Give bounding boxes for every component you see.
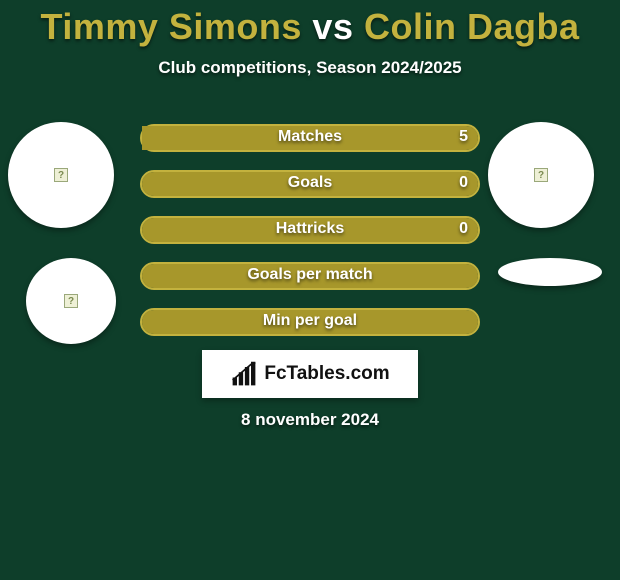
bar-value-right: 5	[459, 128, 468, 146]
title-player2: Colin Dagba	[364, 6, 580, 47]
player1-avatar: ?	[8, 122, 114, 228]
image-placeholder-icon: ?	[54, 168, 68, 182]
subtitle: Club competitions, Season 2024/2025	[0, 58, 620, 78]
title: Timmy Simons vs Colin Dagba	[0, 0, 620, 48]
stat-row: Min per goal	[140, 308, 480, 336]
title-player1: Timmy Simons	[40, 6, 301, 47]
bar-value-right: 0	[459, 174, 468, 192]
comparison-bars: Matches5Goals0Hattricks0Goals per matchM…	[140, 124, 480, 354]
bar-label: Matches	[140, 128, 480, 146]
image-placeholder-icon: ?	[64, 294, 78, 308]
brand-text: FcTables.com	[264, 363, 389, 385]
title-vs: vs	[312, 6, 353, 47]
image-placeholder-icon: ?	[534, 168, 548, 182]
stat-row: Goals per match	[140, 262, 480, 290]
bar-label: Goals	[140, 174, 480, 192]
brand-watermark: FcTables.com	[202, 350, 418, 398]
generation-date: 8 november 2024	[0, 410, 620, 430]
player2-avatar: ?	[488, 122, 594, 228]
player2-club-logo	[498, 258, 602, 286]
bar-label: Goals per match	[140, 266, 480, 284]
player1-club-logo: ?	[26, 258, 116, 344]
bar-label: Min per goal	[140, 312, 480, 330]
bar-label: Hattricks	[140, 220, 480, 238]
stat-row: Matches5	[140, 124, 480, 152]
comparison-infographic: Timmy Simons vs Colin Dagba Club competi…	[0, 0, 620, 78]
bar-value-right: 0	[459, 220, 468, 238]
stat-row: Hattricks0	[140, 216, 480, 244]
bars-icon	[230, 360, 258, 388]
stat-row: Goals0	[140, 170, 480, 198]
